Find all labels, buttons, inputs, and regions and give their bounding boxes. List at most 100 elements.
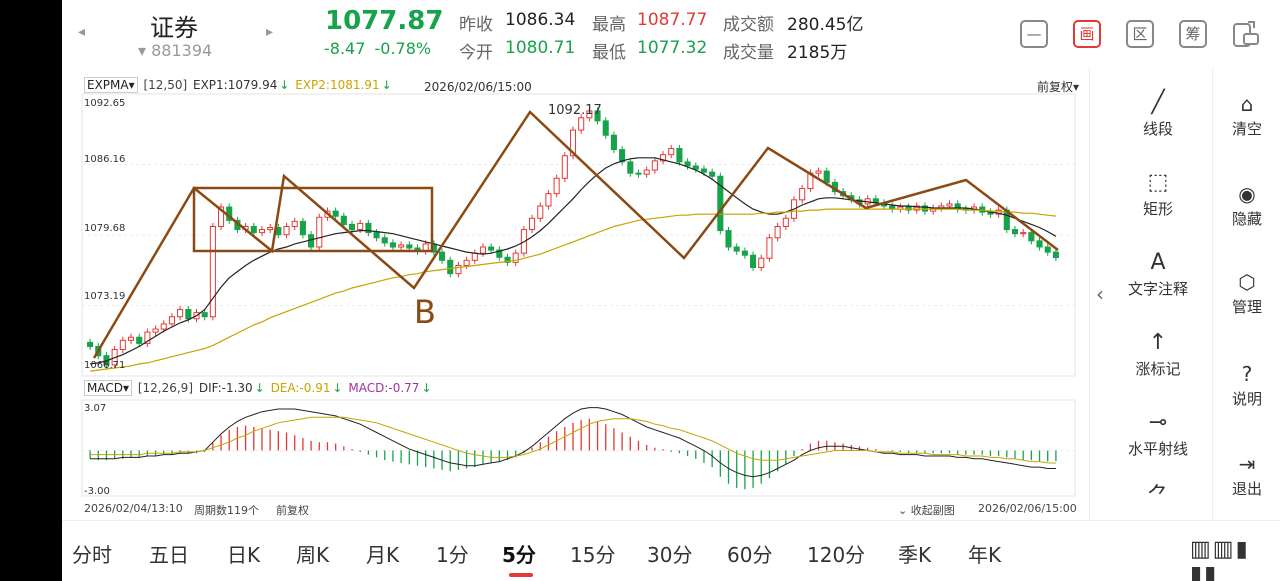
- volume-value: 2185万: [787, 43, 848, 63]
- hide-button[interactable]: ◉ 隐藏: [1213, 178, 1280, 238]
- candle-body: [995, 209, 1002, 215]
- dea-line: [90, 416, 1056, 464]
- side-label: 说明: [1231, 390, 1262, 408]
- tab-120min[interactable]: 120分: [807, 543, 866, 567]
- help-button[interactable]: ? 说明: [1213, 358, 1280, 418]
- rotate-screen-icon[interactable]: [1230, 18, 1262, 50]
- candle-body: [668, 148, 675, 156]
- tab-1min[interactable]: 1分: [436, 543, 469, 567]
- chart-canvas[interactable]: [68, 68, 1090, 520]
- candle-body: [87, 341, 94, 347]
- more-tabs-icon[interactable]: ▥▥▮ ▮▮: [1190, 537, 1250, 581]
- zone-icon[interactable]: 区: [1126, 20, 1154, 48]
- wave-tool-icon: ⺈: [1146, 484, 1169, 509]
- high-label: 最高: [592, 15, 626, 35]
- tab-five-day[interactable]: 五日: [149, 543, 189, 567]
- tool-up-mark[interactable]: ↑ 涨标记: [1118, 326, 1198, 390]
- y-tick-label: 1066.71: [84, 360, 126, 371]
- volume-label: 成交量: [723, 43, 774, 63]
- drawn-rectangle: [192, 186, 434, 253]
- cursor-time: 2026/02/06/15:00: [424, 80, 532, 94]
- clear-button[interactable]: ⌂ 清空: [1213, 88, 1280, 148]
- next-stock-icon[interactable]: ▸: [266, 24, 274, 40]
- low-value: 1077.32: [637, 38, 708, 58]
- tool-horizontal-ray[interactable]: ⊸ 水平射线: [1118, 406, 1198, 470]
- candle-body: [676, 148, 683, 163]
- draw-icon[interactable]: 画: [1073, 20, 1101, 48]
- price-change: -8.47 -0.78%: [324, 39, 432, 58]
- manage-icon: ⬡: [1238, 270, 1256, 294]
- adjust-selector[interactable]: 前复权▾: [1036, 80, 1079, 94]
- drawing-side-bar: ⌂ 清空 ◉ 隐藏 ⬡ 管理 ? 说明 ⇥ 退出: [1212, 68, 1280, 520]
- candle-body: [1036, 240, 1043, 248]
- minimize-icon[interactable]: —: [1020, 20, 1048, 48]
- candle-body: [512, 252, 519, 263]
- candle-body: [389, 242, 396, 248]
- candle-body: [659, 154, 667, 162]
- tab-weekly[interactable]: 周K: [296, 543, 330, 567]
- macd-selector[interactable]: MACD▾: [84, 380, 132, 396]
- candle-body: [488, 246, 495, 251]
- candle-body: [144, 331, 151, 344]
- high-value: 1087.77: [637, 10, 708, 30]
- y-tick-label: 1092.65: [84, 98, 126, 109]
- exp1-value: EXP1:1079.94: [193, 78, 278, 92]
- candle-body: [529, 217, 536, 231]
- collapse-panel-icon[interactable]: ‹: [1096, 282, 1104, 306]
- candle-body: [479, 246, 487, 254]
- chips-icon[interactable]: 筹: [1179, 20, 1207, 48]
- candle-body: [643, 169, 650, 175]
- candle-body: [750, 254, 757, 269]
- candle-body: [185, 309, 192, 320]
- side-label: 管理: [1231, 298, 1262, 316]
- tool-segment[interactable]: ╱ 线段: [1118, 86, 1198, 150]
- candle-body: [1044, 246, 1051, 253]
- tool-text-note[interactable]: A 文字注释: [1118, 246, 1198, 310]
- dea-value: DEA:-0.91: [270, 381, 331, 395]
- macd-legend: MACD▾ [12,26,9] DIF:-1.30 ↓ DEA:-0.91 ↓ MA…: [84, 380, 434, 396]
- indicator-selector[interactable]: EXPMA▾: [84, 77, 138, 93]
- down-arrow-icon: ↓: [381, 78, 392, 92]
- candle-body: [766, 237, 773, 259]
- candle-body: [684, 161, 691, 167]
- candle-body: [504, 256, 511, 263]
- candle-body: [201, 312, 208, 318]
- candle-body: [398, 244, 405, 248]
- manage-button[interactable]: ⬡ 管理: [1213, 266, 1280, 326]
- candle-body: [717, 175, 724, 232]
- tab-daily[interactable]: 日K: [227, 543, 261, 567]
- y-tick-label: 1086.16: [84, 154, 126, 165]
- candle-body: [627, 161, 634, 174]
- up-arrow-icon: ↑: [1148, 330, 1168, 355]
- tool-rectangle[interactable]: ⬚ 矩形: [1118, 166, 1198, 230]
- tool-label: 矩形: [1142, 200, 1173, 218]
- eye-icon: ◉: [1238, 182, 1256, 206]
- tool-more[interactable]: ⺈: [1118, 480, 1198, 516]
- candle-body: [946, 203, 953, 207]
- candle-body: [267, 227, 274, 231]
- candle-body: [168, 316, 175, 325]
- candle-body: [177, 309, 184, 318]
- tab-15min[interactable]: 15分: [570, 543, 616, 567]
- tab-30min[interactable]: 30分: [647, 543, 693, 567]
- kline-chart[interactable]: EXPMA▾ [12,50] EXP1:1079.94 ↓ EXP2:1081.9…: [68, 68, 1090, 520]
- end-time: 2026/02/06/15:00: [978, 502, 1077, 515]
- tab-60min[interactable]: 60分: [727, 543, 773, 567]
- tab-intraday[interactable]: 分时: [72, 543, 112, 567]
- help-icon: ?: [1241, 362, 1253, 386]
- exit-button[interactable]: ⇥ 退出: [1213, 448, 1280, 508]
- prev-stock-icon[interactable]: ◂: [78, 24, 86, 40]
- candle-body: [348, 223, 356, 231]
- collapse-subchart-button[interactable]: ⌄ 收起副图: [898, 504, 955, 517]
- tab-yearly[interactable]: 年K: [968, 543, 1002, 567]
- candle-body: [209, 225, 216, 318]
- tab-quarterly[interactable]: 季K: [898, 543, 932, 567]
- drawing-tools-panel: ‹ ╱ 线段 ⬚ 矩形 A 文字注释 ↑ 涨标记 ⊸ 水平射线 ⺈: [1090, 68, 1212, 520]
- tab-monthly[interactable]: 月K: [366, 543, 400, 567]
- tab-5min[interactable]: 5分: [502, 543, 536, 567]
- y-tick-label: 1073.19: [84, 291, 126, 302]
- exp2-value: EXP2:1081.91: [295, 78, 380, 92]
- open-value: 1080.71: [505, 38, 576, 58]
- candle-body: [340, 215, 347, 225]
- period-high-label: 1092.17: [548, 103, 602, 118]
